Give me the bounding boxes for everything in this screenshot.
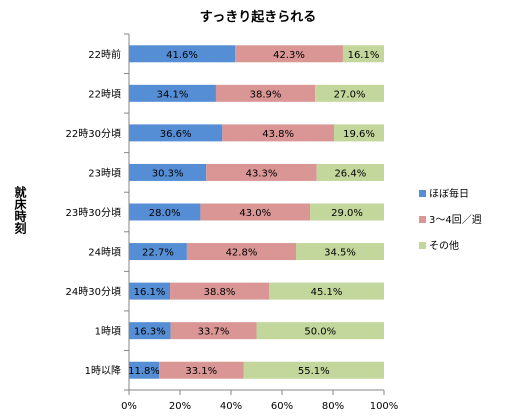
- bar-segment: [215, 84, 316, 102]
- data-label: 43.8%: [262, 129, 294, 140]
- legend-label: その他: [429, 239, 459, 252]
- bar-segment: [170, 322, 257, 340]
- bar-segment: [129, 124, 223, 142]
- chart-title: すっきり起きられる: [200, 9, 316, 25]
- data-label: 45.1%: [311, 287, 343, 298]
- bar-segment: [296, 243, 384, 261]
- bar-segment: [342, 45, 384, 63]
- data-label: 16.1%: [348, 50, 380, 61]
- data-label: 55.1%: [298, 366, 330, 377]
- x-tick-label: 20%: [169, 401, 191, 412]
- data-label: 11.8%: [128, 366, 160, 377]
- bar-segment: [268, 282, 384, 300]
- category-label: 1時以降: [85, 364, 121, 377]
- bar-segment: [256, 322, 384, 340]
- legend-label: ほぼ毎日: [429, 187, 469, 200]
- bar-segment: [310, 203, 384, 221]
- bar-segment: [129, 243, 187, 261]
- legend-swatch: [419, 190, 426, 197]
- bar-segment: [206, 163, 317, 181]
- data-label: 27.0%: [334, 89, 366, 100]
- bar-segment: [129, 163, 207, 181]
- data-label: 41.6%: [166, 50, 198, 61]
- data-label: 30.3%: [152, 168, 184, 179]
- bar-segment: [334, 124, 384, 142]
- bar-segment: [315, 84, 384, 102]
- bar-segment: [170, 282, 269, 300]
- bar-segment: [129, 322, 171, 340]
- y-axis-title: 就床時刻: [13, 185, 27, 235]
- legend-swatch: [419, 216, 426, 223]
- bar-segment: [159, 361, 244, 379]
- x-tick-label: 40%: [220, 401, 242, 412]
- data-label: 29.0%: [331, 208, 363, 219]
- data-label: 38.9%: [250, 89, 282, 100]
- bar-segment: [129, 45, 236, 63]
- legend-label: 3～4回／週: [429, 214, 482, 226]
- bar-segment: [235, 45, 343, 63]
- category-label: 22時頃: [88, 88, 121, 100]
- x-tick-label: 100%: [370, 401, 399, 412]
- x-tick-label: 60%: [271, 401, 293, 412]
- data-label: 19.6%: [343, 129, 375, 140]
- category-label: 23時30分頃: [66, 207, 121, 219]
- bar-segment: [222, 124, 335, 142]
- category-label: 1時頃: [95, 326, 121, 338]
- category-label: 23時頃: [88, 167, 121, 179]
- bar-segment: [129, 361, 160, 379]
- data-label: 16.3%: [134, 327, 166, 338]
- category-label: 24時頃: [88, 247, 121, 259]
- category-label: 22時前: [88, 48, 121, 61]
- data-label: 34.1%: [157, 89, 189, 100]
- x-tick-label: 0%: [121, 401, 137, 412]
- data-label: 38.8%: [204, 287, 236, 298]
- bar-segment: [200, 203, 311, 221]
- category-label: 24時30分頃: [66, 286, 121, 298]
- data-label: 34.5%: [324, 248, 356, 259]
- bar-segment: [129, 203, 201, 221]
- data-label: 42.3%: [273, 50, 305, 61]
- data-label: 33.1%: [185, 366, 217, 377]
- data-label: 28.0%: [149, 208, 181, 219]
- data-label: 43.3%: [246, 168, 278, 179]
- data-label: 16.1%: [134, 287, 166, 298]
- data-label: 26.4%: [334, 168, 366, 179]
- data-label: 22.7%: [142, 248, 174, 259]
- x-tick-label: 80%: [322, 401, 344, 412]
- bar-segment: [129, 282, 171, 300]
- legend-swatch: [419, 242, 426, 249]
- data-label: 33.7%: [198, 327, 230, 338]
- data-label: 50.0%: [304, 327, 336, 338]
- bar-segment: [129, 84, 216, 102]
- bar-segment: [186, 243, 297, 261]
- bar-segment: [243, 361, 384, 379]
- data-label: 36.6%: [160, 129, 192, 140]
- plot-area: 0% 20% 40% 60% 80% 100% 22時前 41.6% 42.3% 16.1% 22時…: [66, 33, 399, 412]
- category-label: 22時30分頃: [66, 128, 121, 140]
- data-label: 43.0%: [239, 208, 271, 219]
- bar-segment: [316, 163, 384, 181]
- data-label: 42.8%: [226, 248, 258, 259]
